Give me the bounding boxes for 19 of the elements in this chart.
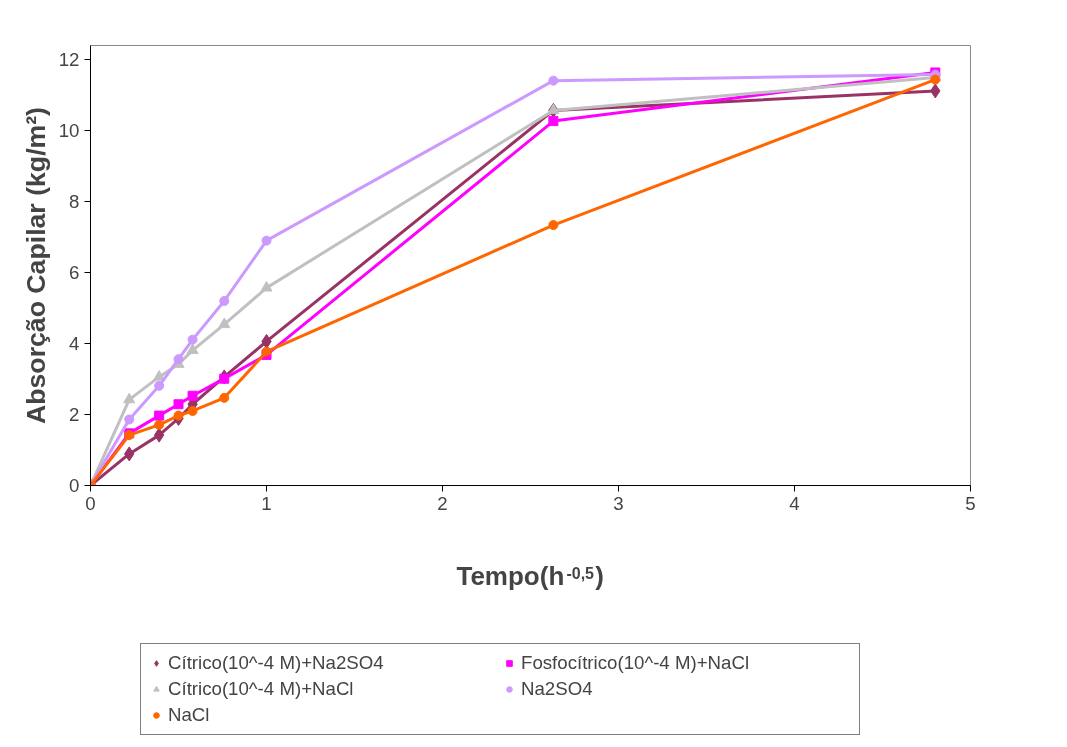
legend-label: NaCl [168,704,211,726]
y-tick-label: 0 [69,475,80,496]
x-tick-label: 5 [965,492,976,514]
y-tick-label: 12 [58,49,80,71]
x-tick-label: 3 [613,492,624,514]
x-tick-label: 0 [85,492,96,514]
legend-label: Na2SO4 [521,678,594,700]
legend-label: Cítrico(10^-4 M)+NaCl [168,678,355,700]
x-tick-label: 2 [437,492,448,514]
legend-label: Fosfocítrico(10^-4 M)+NaCl [521,652,751,674]
y-tick-label: 8 [69,191,80,213]
y-tick-label: 6 [69,262,80,284]
x-tick-label: 4 [789,492,800,514]
x-tick-label: 1 [261,492,272,514]
y-tick-label: 10 [58,120,80,142]
y-tick-label: 4 [69,333,80,355]
y-axis-title: Absorção Capilar (kg/m²) [20,107,51,424]
legend-label: Cítrico(10^-4 M)+Na2SO4 [168,652,385,674]
y-tick-label: 2 [69,404,80,426]
